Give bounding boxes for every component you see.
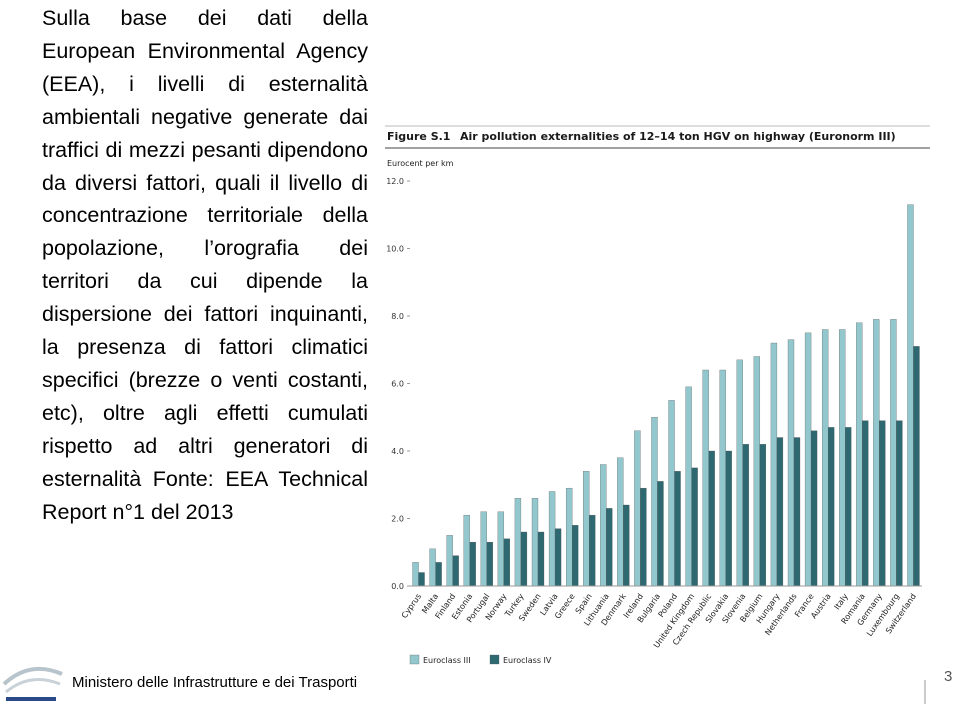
bar bbox=[787, 339, 795, 587]
bar bbox=[827, 427, 835, 587]
bar bbox=[548, 491, 556, 587]
bar bbox=[753, 356, 761, 587]
bar bbox=[725, 450, 732, 587]
bar bbox=[736, 359, 743, 587]
y-tick-label: 6.0 bbox=[391, 380, 404, 389]
y-tick-label: 4.0 bbox=[391, 447, 404, 456]
footer: Ministero delle Infrastrutture e dei Tra… bbox=[72, 674, 358, 691]
legend-swatch bbox=[489, 654, 500, 665]
bar bbox=[452, 555, 459, 587]
bar bbox=[623, 504, 630, 587]
bar bbox=[839, 329, 846, 587]
legend-swatch bbox=[409, 654, 420, 665]
bar bbox=[463, 514, 470, 587]
y-axis-label: Eurocent per km bbox=[387, 159, 454, 168]
bar bbox=[418, 572, 425, 587]
bar bbox=[685, 386, 692, 587]
bar bbox=[634, 430, 641, 587]
bar bbox=[890, 319, 897, 587]
bar bbox=[446, 535, 453, 587]
bar bbox=[856, 322, 863, 587]
bar bbox=[913, 346, 920, 587]
bar bbox=[429, 548, 436, 587]
bar bbox=[469, 541, 476, 587]
y-tick-label: 0.0 bbox=[391, 582, 404, 591]
bar bbox=[537, 531, 545, 587]
bar bbox=[896, 420, 903, 587]
bar bbox=[668, 400, 675, 587]
page-number: 3 bbox=[944, 668, 953, 685]
bar bbox=[617, 457, 624, 587]
bar bbox=[742, 444, 749, 587]
bar bbox=[702, 369, 709, 587]
bar bbox=[810, 430, 818, 587]
bar bbox=[600, 464, 607, 587]
bar bbox=[821, 329, 829, 587]
bar bbox=[480, 511, 487, 587]
bar bbox=[583, 471, 590, 587]
bar bbox=[486, 541, 493, 587]
bar bbox=[520, 531, 528, 587]
bar bbox=[435, 562, 442, 587]
bar bbox=[804, 332, 812, 587]
bar bbox=[640, 487, 647, 587]
bar bbox=[793, 437, 801, 587]
y-tick-label: 8.0 bbox=[391, 312, 404, 321]
bar bbox=[879, 420, 886, 587]
bar bbox=[674, 471, 681, 587]
logo bbox=[2, 666, 63, 701]
bar bbox=[691, 467, 698, 587]
bar bbox=[497, 511, 505, 587]
y-tick-label: 10.0 bbox=[386, 245, 404, 254]
bar bbox=[651, 417, 658, 587]
bar bbox=[719, 369, 726, 587]
y-tick-label: 12.0 bbox=[386, 177, 404, 186]
bar bbox=[657, 481, 664, 587]
bar bbox=[776, 437, 784, 587]
bar bbox=[845, 427, 852, 587]
body-text: Sulla base dei dati della European Envir… bbox=[42, 6, 368, 524]
legend-label: Euroclass III bbox=[423, 656, 471, 665]
y-tick-label: 2.0 bbox=[391, 515, 404, 524]
bar bbox=[873, 319, 880, 587]
bar bbox=[770, 342, 778, 587]
bar bbox=[514, 498, 522, 587]
bar bbox=[565, 487, 573, 587]
bar bbox=[759, 444, 767, 587]
bar bbox=[531, 498, 539, 587]
bar bbox=[554, 528, 562, 587]
bar bbox=[907, 204, 914, 587]
bar bbox=[571, 525, 579, 587]
legend-label: Euroclass IV bbox=[503, 656, 552, 665]
bar bbox=[862, 420, 869, 587]
figure-label: Figure S.1 bbox=[387, 130, 450, 143]
bar bbox=[412, 562, 419, 587]
bar bbox=[606, 508, 613, 587]
chart-title: Air pollution externalities of 12–14 ton… bbox=[460, 130, 896, 143]
bar bbox=[503, 538, 511, 587]
bar bbox=[589, 514, 596, 587]
bar bbox=[708, 450, 715, 587]
